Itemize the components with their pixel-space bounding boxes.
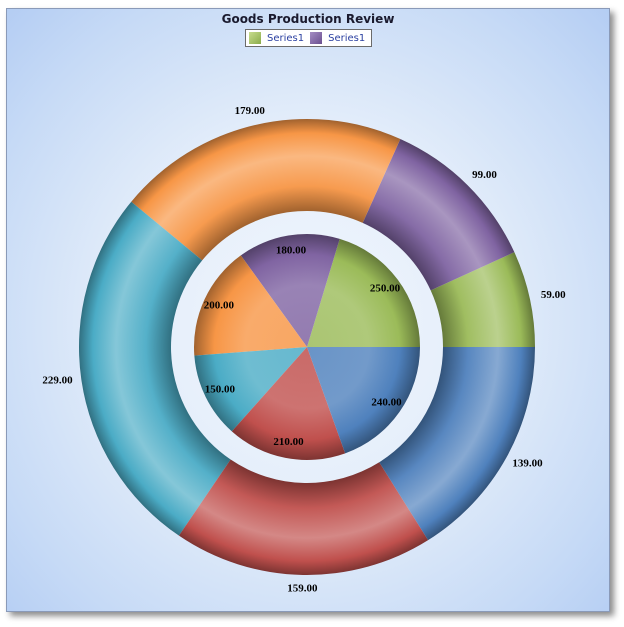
chart-panel: 59.00 99.00 179.00 229.00 159.00 139.00 250.00…: [6, 8, 610, 612]
outer-slice-1[interactable]: [362, 138, 515, 291]
inner-pie: [194, 233, 420, 460]
data-labels: 59.00 99.00 179.00 229.00 159.00 139.00 250.00…: [42, 105, 566, 595]
outer-ring: [78, 119, 535, 575]
inner-label-3: 150.00: [205, 384, 236, 396]
donut-chart: 59.00 99.00 179.00 229.00 159.00 139.00 250.00…: [42, 105, 566, 595]
legend-item-inner[interactable]: Series1: [310, 32, 365, 44]
outer-label-5: 139.00: [512, 458, 543, 470]
legend[interactable]: Series1 Series1: [245, 29, 373, 47]
outer-label-1: 99.00: [472, 169, 497, 181]
inner-slice-1[interactable]: [240, 233, 340, 347]
chart-title: Goods Production Review: [221, 12, 395, 26]
legend-label: Series1: [267, 32, 305, 44]
legend-item-outer[interactable]: Series1: [249, 32, 304, 44]
inner-slice-0[interactable]: [307, 238, 420, 347]
outer-slice-0[interactable]: [430, 252, 535, 347]
outer-slice-5[interactable]: [379, 347, 535, 541]
outer-label-0: 59.00: [541, 289, 566, 301]
legend-label: Series1: [328, 32, 366, 44]
inner-slice-4[interactable]: [231, 347, 346, 460]
inner-slice-2[interactable]: [194, 255, 307, 356]
legend-swatch-purple: [310, 32, 323, 44]
inner-label-4: 210.00: [273, 436, 304, 448]
inner-label-0: 250.00: [370, 283, 401, 295]
legend-swatch-green: [249, 32, 261, 44]
outer-label-2: 179.00: [235, 105, 266, 117]
outer-slice-2[interactable]: [131, 119, 401, 261]
inner-slice-5[interactable]: [307, 347, 420, 454]
inner-slice-3[interactable]: [194, 347, 307, 432]
outer-slice-4[interactable]: [178, 459, 429, 575]
outer-slice-3[interactable]: [78, 201, 231, 536]
inner-label-2: 200.00: [204, 300, 235, 312]
inner-label-1: 180.00: [276, 245, 307, 257]
outer-label-4: 159.00: [287, 582, 318, 594]
inner-label-5: 240.00: [371, 396, 402, 408]
outer-label-3: 229.00: [42, 375, 73, 387]
